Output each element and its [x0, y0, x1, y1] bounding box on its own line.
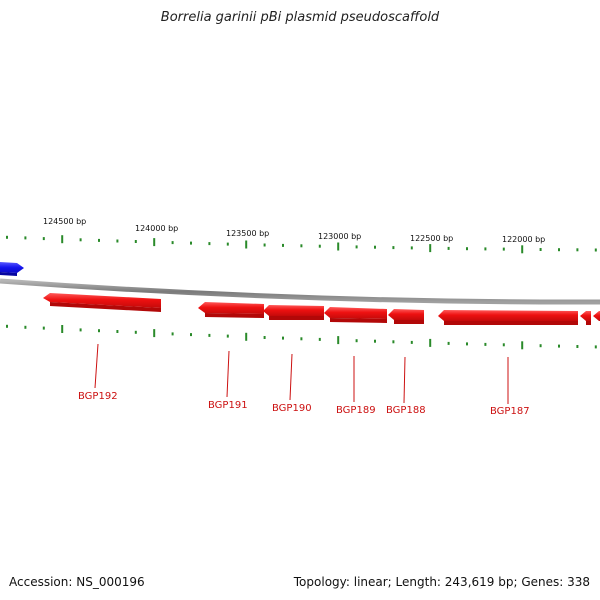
gene-label-bgp189[interactable]: BGP189 — [336, 405, 376, 416]
leader-line-bgp190 — [289, 353, 293, 401]
gene-arrow-bgp188[interactable] — [388, 309, 424, 324]
gene-arrow-bgp187[interactable] — [438, 310, 578, 325]
leader-line-bgp188 — [403, 356, 406, 404]
coord-label-124500: 124500 bp — [43, 217, 86, 226]
map-title: Borrelia garinii pBi plasmid pseudoscaff… — [160, 10, 440, 25]
coord-label-123500: 123500 bp — [226, 229, 269, 238]
gene-label-bgp187[interactable]: BGP187 — [490, 406, 530, 417]
gene-arrow-bgp191[interactable] — [198, 302, 264, 318]
coord-label-124000: 124000 bp — [135, 224, 178, 233]
leader-line-bgp191 — [226, 350, 230, 398]
gene-arrow-partial-1[interactable] — [580, 311, 591, 325]
outer-tick-track — [6, 235, 597, 254]
coord-label-122500: 122500 bp — [410, 234, 453, 243]
inner-tick-track — [6, 324, 597, 350]
gene-label-bgp192[interactable]: BGP192 — [78, 391, 118, 402]
gene-arrow-partial-2[interactable] — [593, 311, 600, 321]
gene-label-bgp188[interactable]: BGP188 — [386, 405, 426, 416]
gene-label-bgp190[interactable]: BGP190 — [272, 403, 312, 414]
coordinate-labels: 124500 bp 124000 bp 123500 bp 123000 bp … — [43, 217, 545, 244]
coord-label-122000: 122000 bp — [502, 235, 545, 244]
accession-text: Accession: NS_000196 — [9, 575, 145, 589]
gene-leader-lines — [94, 343, 509, 404]
leader-line-bgp192 — [94, 343, 99, 389]
topology-summary: Topology: linear; Length: 243,619 bp; Ge… — [293, 575, 590, 589]
coord-label-123000: 123000 bp — [318, 232, 361, 241]
gene-labels: BGP192 BGP191 BGP190 BGP189 BGP188 BGP18… — [78, 391, 530, 417]
plasmid-backbone — [0, 278, 600, 305]
gene-arrow-bgp189[interactable] — [324, 307, 387, 323]
gene-arrow-bgp190[interactable] — [263, 305, 324, 320]
gene-arrow-bgp192[interactable] — [43, 293, 161, 312]
forward-gene-arrow[interactable] — [0, 262, 24, 276]
gene-label-bgp191[interactable]: BGP191 — [208, 400, 248, 411]
